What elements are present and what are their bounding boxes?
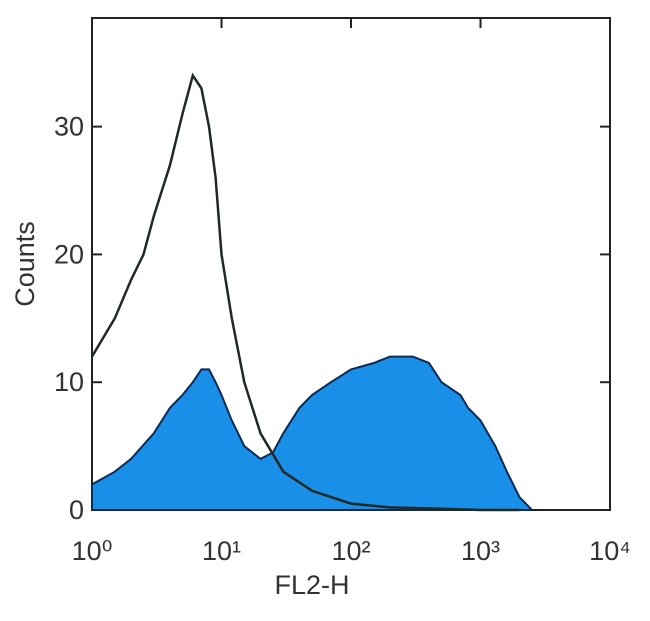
x-axis-label: FL2-H — [274, 570, 349, 600]
x-tick-label: 10⁰ — [72, 536, 113, 566]
x-tick-label: 10² — [331, 536, 370, 566]
x-tick-label: 10¹ — [202, 536, 241, 566]
y-tick-label: 20 — [54, 239, 84, 269]
y-tick-label: 0 — [69, 495, 84, 525]
x-tick-label: 10⁴ — [589, 536, 631, 566]
y-axis-label: Counts — [10, 221, 40, 307]
y-tick-label: 10 — [54, 367, 84, 397]
x-tick-label: 10³ — [461, 536, 500, 566]
filled-histogram — [91, 355, 535, 511]
y-tick-label: 30 — [54, 112, 84, 142]
open-histogram — [90, 72, 520, 512]
